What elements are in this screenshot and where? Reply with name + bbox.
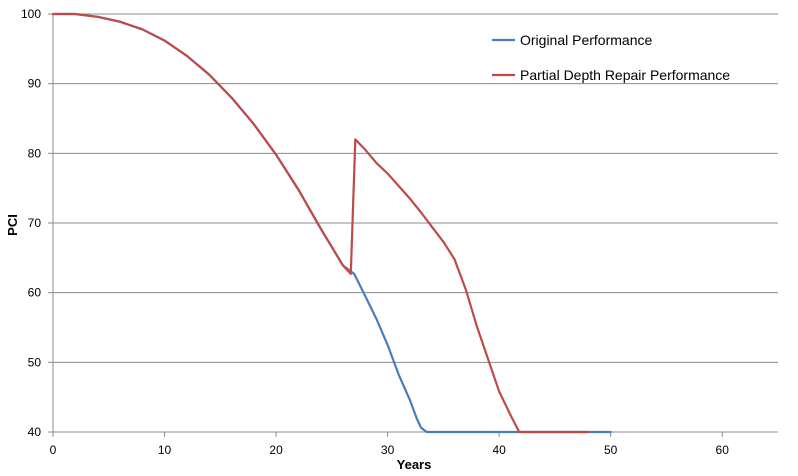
legend: Original Performance Partial Depth Repai… bbox=[492, 32, 730, 83]
axes bbox=[48, 13, 778, 437]
y-tick-label-90: 90 bbox=[28, 77, 42, 91]
gridlines bbox=[53, 13, 778, 363]
x-tick-label-40: 40 bbox=[492, 443, 506, 457]
y-axis-title: PCI bbox=[5, 214, 20, 236]
y-tick-label-50: 50 bbox=[28, 355, 42, 369]
y-tick-label-60: 60 bbox=[28, 286, 42, 300]
y-tick-label-40: 40 bbox=[28, 425, 42, 439]
series-lines bbox=[51, 12, 612, 434]
series-line-1 bbox=[51, 12, 590, 434]
tick-labels: 40 50 60 70 80 90 100 0 10 20 30 40 50 60 bbox=[21, 7, 729, 457]
x-axis-title: Years bbox=[397, 457, 432, 472]
x-tick-label-50: 50 bbox=[604, 443, 618, 457]
x-tick-label-0: 0 bbox=[50, 443, 57, 457]
x-tick-label-60: 60 bbox=[716, 443, 730, 457]
x-tick-label-10: 10 bbox=[158, 443, 172, 457]
y-tick-label-80: 80 bbox=[28, 146, 42, 160]
y-tick-label-70: 70 bbox=[28, 216, 42, 230]
legend-label-original-performance: Original Performance bbox=[520, 32, 652, 48]
x-tick-label-30: 30 bbox=[381, 443, 395, 457]
x-tick-label-20: 20 bbox=[269, 443, 283, 457]
y-tick-label-100: 100 bbox=[21, 7, 41, 21]
legend-label-partial-depth-repair-performance: Partial Depth Repair Performance bbox=[520, 67, 730, 83]
